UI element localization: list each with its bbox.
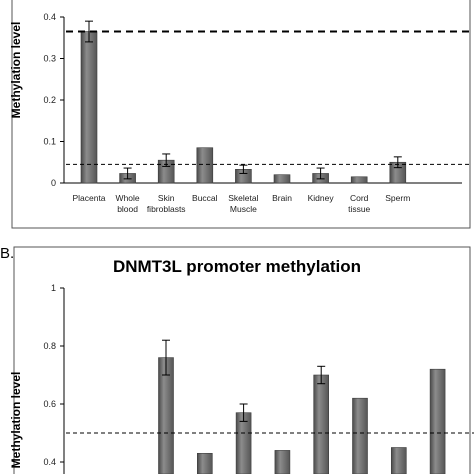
panel-a-bar [80, 31, 98, 184]
panel-b-y-tick-label: 1 [51, 283, 56, 293]
panel-b-axes: 0.4 0.6 0.8 1 [43, 283, 65, 474]
panel-a-category-label: Whole blood [116, 193, 140, 214]
panel-b-bar [352, 397, 368, 474]
panel-a-category-labels: Placenta Whole blood Skin fibroblasts Buccal S… [72, 193, 410, 214]
panel-a-category-label: Brain [272, 193, 292, 203]
panel-a-category-label: Buccal [192, 193, 218, 203]
panel-a-y-tick-label: 0.3 [43, 54, 56, 64]
panel-a-category-label: Kidney [308, 193, 335, 203]
panel-b-bar [390, 447, 407, 474]
panel-a-category-label: Placenta [72, 193, 105, 203]
panel-a-bar [196, 147, 214, 184]
panel-a-y-axis-label: Methylation level [9, 22, 23, 119]
panel-b-y-axis-label: Methylation level [9, 372, 23, 469]
panel-a-bar [350, 176, 368, 184]
panel-b-bars [66, 339, 474, 474]
panel-b-letter: B. [0, 245, 14, 262]
panel-a-category-label: Skin fibroblasts [147, 193, 186, 214]
panel-a-y-tick-label: 0.4 [43, 12, 56, 22]
panel-a-bars [66, 20, 470, 184]
panel-a-category-label: Skeletal Muscle [228, 193, 258, 214]
panel-b-bar [197, 452, 213, 474]
panel-a-bar [273, 174, 291, 184]
panel-a-y-tick-label: 0 [51, 178, 56, 188]
panel-b-y-tick-label: 0.8 [43, 341, 56, 351]
panel-b-chart: DNMT3L promoter methylation Methylation … [9, 246, 474, 474]
panel-a-y-tick-label: 0.1 [43, 137, 56, 147]
panel-b-bar [313, 374, 330, 474]
panel-b-title: DNMT3L promoter methylation [113, 257, 361, 276]
panel-a-y-tick-label: 0.2 [43, 95, 56, 105]
panel-a-category-label: Sperm [385, 193, 410, 203]
panel-a-category-label: Cord tissue [348, 193, 370, 214]
panel-b-bar [274, 450, 291, 474]
panel-b-y-tick-label: 0.4 [43, 457, 56, 467]
panel-a-chart: Methylation level 0 0.1 0.2 0.3 0.4 Placenta… [9, 0, 471, 229]
panel-b-bar [429, 368, 446, 474]
panel-b-y-tick-label: 0.6 [43, 399, 56, 409]
